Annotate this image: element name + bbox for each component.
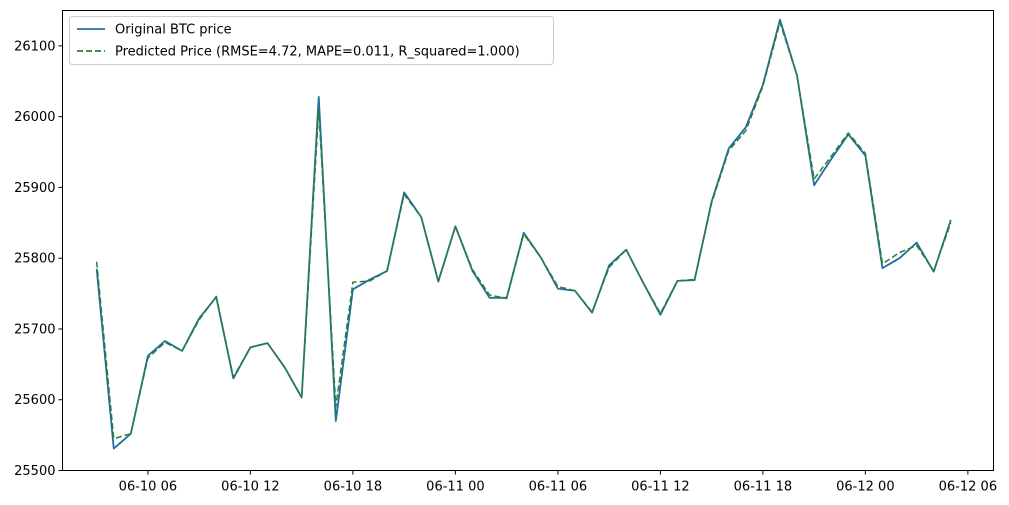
x-tick-label: 06-10 12 bbox=[221, 480, 279, 495]
x-tick-label: 06-11 00 bbox=[426, 480, 484, 495]
y-tick-label: 25900 bbox=[14, 181, 55, 196]
x-tick-label: 06-11 12 bbox=[631, 480, 689, 495]
x-tick-label: 06-11 06 bbox=[529, 480, 587, 495]
y-tick-label: 25600 bbox=[14, 393, 55, 408]
x-tick-label: 06-12 06 bbox=[939, 480, 997, 495]
x-tick-label: 06-12 00 bbox=[836, 480, 894, 495]
series-layer bbox=[95, 18, 952, 450]
y-tick-label: 25700 bbox=[14, 322, 55, 337]
x-tick-label: 06-10 06 bbox=[119, 480, 177, 495]
y-axis: 25500 25600 25700 25800 25900 26000 26100 bbox=[14, 39, 63, 479]
y-tick-label: 25500 bbox=[14, 464, 55, 479]
legend-box bbox=[69, 16, 554, 65]
legend: Original BTC price Predicted Price (RMSE=… bbox=[69, 16, 554, 65]
x-tick-label: 06-10 18 bbox=[324, 480, 382, 495]
legend-label: Original BTC price bbox=[115, 23, 232, 38]
series-line-predicted bbox=[95, 21, 952, 440]
x-axis: 06-10 06 06-10 12 06-10 18 06-11 00 06-11 06… bbox=[119, 470, 997, 495]
y-tick-label: 26000 bbox=[14, 110, 55, 125]
y-tick-label: 25800 bbox=[14, 252, 55, 267]
legend-label: Predicted Price (RMSE=4.72, MAPE=0.011, … bbox=[115, 45, 520, 60]
x-tick-label: 06-11 18 bbox=[734, 480, 792, 495]
y-tick-label: 26100 bbox=[14, 39, 55, 54]
